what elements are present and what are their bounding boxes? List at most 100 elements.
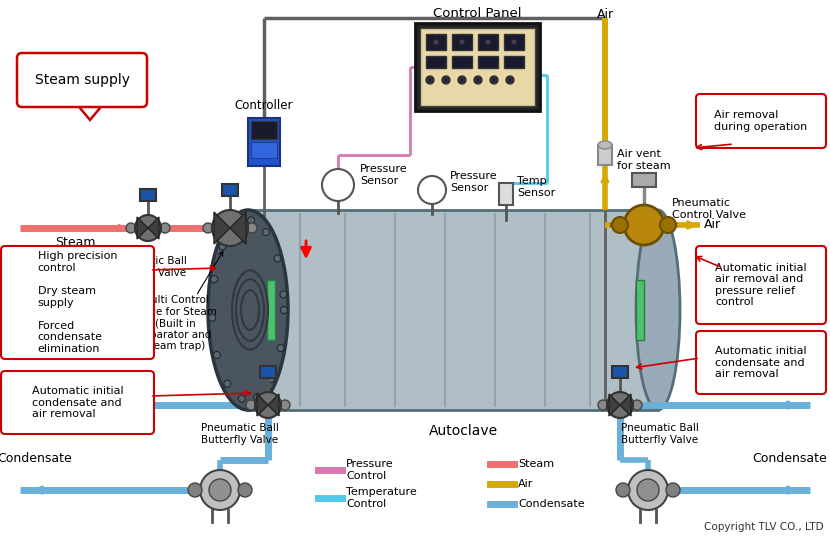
Circle shape <box>506 76 514 84</box>
Bar <box>478 56 498 68</box>
Circle shape <box>485 39 491 45</box>
Bar <box>140 189 156 201</box>
Bar <box>499 183 513 205</box>
Circle shape <box>624 205 664 245</box>
Bar <box>222 184 238 196</box>
Circle shape <box>511 39 517 45</box>
FancyBboxPatch shape <box>696 331 826 394</box>
Circle shape <box>247 217 255 224</box>
Text: Air removal
during operation: Air removal during operation <box>715 110 808 132</box>
Text: Air vent
for steam: Air vent for steam <box>617 149 671 171</box>
Text: Pneumatic Ball
Butterfly Valve: Pneumatic Ball Butterfly Valve <box>621 423 699 444</box>
Bar <box>504 34 524 50</box>
FancyBboxPatch shape <box>696 94 826 148</box>
Text: Copyright TLV CO., LTD: Copyright TLV CO., LTD <box>705 522 824 532</box>
Circle shape <box>126 223 136 233</box>
Bar <box>452 34 472 50</box>
FancyBboxPatch shape <box>1 246 154 359</box>
Circle shape <box>212 210 248 246</box>
Bar <box>452 56 472 68</box>
Text: Pressure
Control: Pressure Control <box>346 459 393 481</box>
Circle shape <box>616 483 630 497</box>
Circle shape <box>219 243 226 250</box>
Bar <box>632 173 656 187</box>
Polygon shape <box>609 394 620 416</box>
Polygon shape <box>214 212 230 244</box>
Text: Pneumatic Ball
Butterfly Valve: Pneumatic Ball Butterfly Valve <box>109 256 187 278</box>
Circle shape <box>433 39 439 45</box>
Bar <box>248 118 280 166</box>
Ellipse shape <box>598 141 612 149</box>
Text: Automatic initial
air removal and
pressure relief
control: Automatic initial air removal and pressu… <box>715 262 807 307</box>
Circle shape <box>458 76 466 84</box>
FancyBboxPatch shape <box>1 371 154 434</box>
Polygon shape <box>230 212 246 244</box>
Text: Steam supply: Steam supply <box>35 73 129 87</box>
Bar <box>260 366 276 378</box>
Circle shape <box>188 483 202 497</box>
Circle shape <box>209 479 231 501</box>
Circle shape <box>238 483 252 497</box>
Polygon shape <box>75 102 105 120</box>
Ellipse shape <box>636 210 680 410</box>
Circle shape <box>474 76 482 84</box>
Text: Steam: Steam <box>55 236 95 249</box>
Text: Control Panel: Control Panel <box>433 7 522 20</box>
Text: Condensate: Condensate <box>518 499 584 509</box>
Circle shape <box>247 223 257 233</box>
Text: Temperature
Control: Temperature Control <box>346 487 417 509</box>
Circle shape <box>459 39 465 45</box>
Circle shape <box>628 470 668 510</box>
Circle shape <box>637 479 659 501</box>
Circle shape <box>238 395 245 402</box>
Circle shape <box>277 345 284 352</box>
Circle shape <box>632 400 642 410</box>
Circle shape <box>426 76 434 84</box>
Bar <box>251 142 277 158</box>
Circle shape <box>322 169 354 201</box>
Text: Autoclave: Autoclave <box>428 424 497 438</box>
Text: Controller: Controller <box>235 99 293 112</box>
Circle shape <box>274 255 281 262</box>
Circle shape <box>246 400 256 410</box>
Text: Air: Air <box>518 479 534 489</box>
Circle shape <box>281 307 287 314</box>
Bar <box>248 210 658 410</box>
Bar <box>598 145 612 165</box>
Circle shape <box>280 400 290 410</box>
Circle shape <box>224 380 231 387</box>
Circle shape <box>660 217 676 233</box>
Circle shape <box>666 483 680 497</box>
Text: Pneumatic
Control Valve: Pneumatic Control Valve <box>672 198 746 220</box>
Polygon shape <box>268 394 279 416</box>
Circle shape <box>213 352 220 359</box>
Bar <box>426 34 446 50</box>
Circle shape <box>160 223 170 233</box>
Text: Multi Control
Valve for Steam
(Built in
separator and
steam trap): Multi Control Valve for Steam (Built in … <box>134 295 217 352</box>
Polygon shape <box>137 217 148 239</box>
Circle shape <box>203 223 213 233</box>
Circle shape <box>211 276 217 283</box>
Text: Pressure
Sensor: Pressure Sensor <box>450 171 498 193</box>
Bar <box>415 23 540 111</box>
Circle shape <box>418 176 446 204</box>
Bar <box>478 34 498 50</box>
Text: Steam: Steam <box>518 459 554 469</box>
Circle shape <box>200 470 240 510</box>
Circle shape <box>135 215 161 241</box>
Bar <box>636 280 644 340</box>
Circle shape <box>232 222 239 229</box>
Circle shape <box>598 400 608 410</box>
Text: Temp
Sensor: Temp Sensor <box>517 176 555 198</box>
Text: Automatic initial
condensate and
air removal: Automatic initial condensate and air rem… <box>32 386 124 419</box>
Circle shape <box>490 76 498 84</box>
Text: Condensate: Condensate <box>753 451 828 464</box>
Circle shape <box>208 314 216 321</box>
Polygon shape <box>620 394 631 416</box>
Polygon shape <box>257 394 268 416</box>
Text: High precision
control

Dry steam
supply

Forced
condensate
elimination: High precision control Dry steam supply … <box>37 251 117 354</box>
Bar <box>420 28 535 106</box>
FancyBboxPatch shape <box>696 246 826 324</box>
Text: Pressure
Sensor: Pressure Sensor <box>360 164 408 186</box>
Text: Pneumatic Ball
Butterfly Valve: Pneumatic Ball Butterfly Valve <box>201 423 279 444</box>
